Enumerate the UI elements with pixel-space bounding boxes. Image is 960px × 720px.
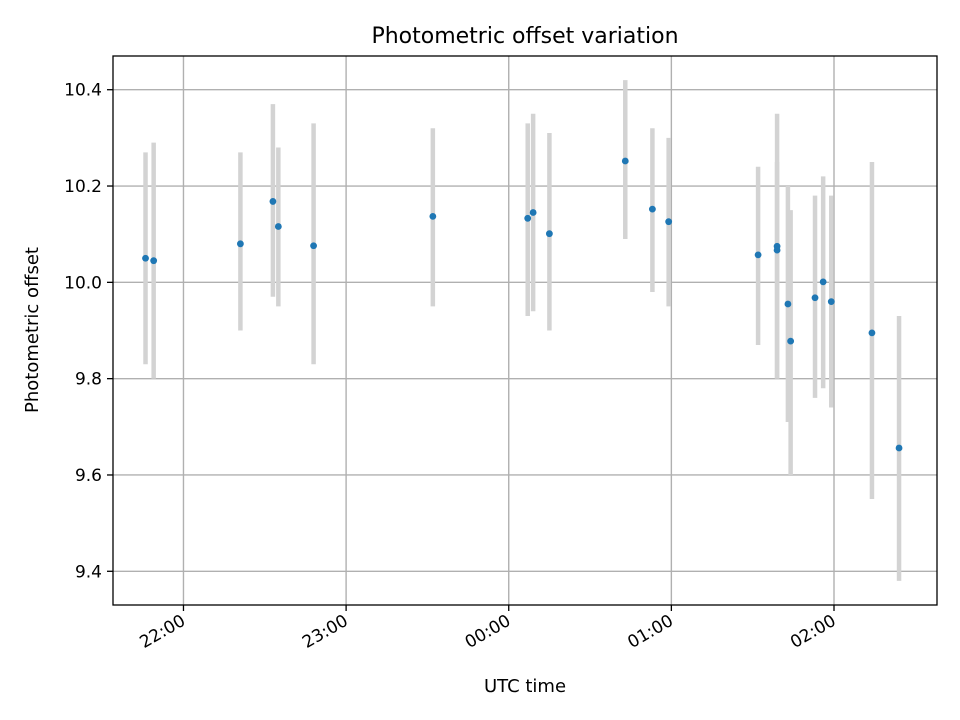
data-point [236, 240, 244, 248]
data-point [621, 157, 629, 165]
data-point [754, 251, 762, 259]
data-point [827, 298, 835, 306]
data-point [648, 205, 656, 213]
data-point [787, 337, 795, 345]
data-point [545, 230, 553, 238]
data-point [310, 242, 317, 250]
data-point [429, 212, 437, 220]
data-point [269, 198, 277, 205]
data-point [895, 444, 903, 452]
data-point [524, 214, 532, 222]
data-point [819, 278, 827, 286]
y-tick-label: 10.2 [64, 177, 102, 197]
data-point [773, 246, 781, 254]
data-point [274, 223, 282, 230]
x-axis-label: UTC time [484, 676, 566, 697]
data-point [811, 294, 819, 302]
plot-frame [112, 55, 938, 606]
y-tick-label: 9.8 [75, 370, 102, 390]
y-tick-label: 9.4 [75, 562, 102, 582]
data-point [529, 209, 537, 216]
data-point [784, 300, 792, 308]
y-tick-label: 10.0 [64, 273, 102, 293]
data-point [142, 254, 149, 262]
chart-title: Photometric offset variation [371, 24, 678, 49]
point-layer [142, 157, 903, 452]
data-point [150, 257, 158, 265]
data-point [665, 218, 673, 226]
y-tick-label: 10.4 [64, 81, 102, 101]
y-tick-label: 9.6 [75, 466, 102, 486]
y-axis-label: Photometric offset [22, 247, 43, 413]
grid-layer [113, 56, 937, 605]
data-point [868, 329, 876, 337]
